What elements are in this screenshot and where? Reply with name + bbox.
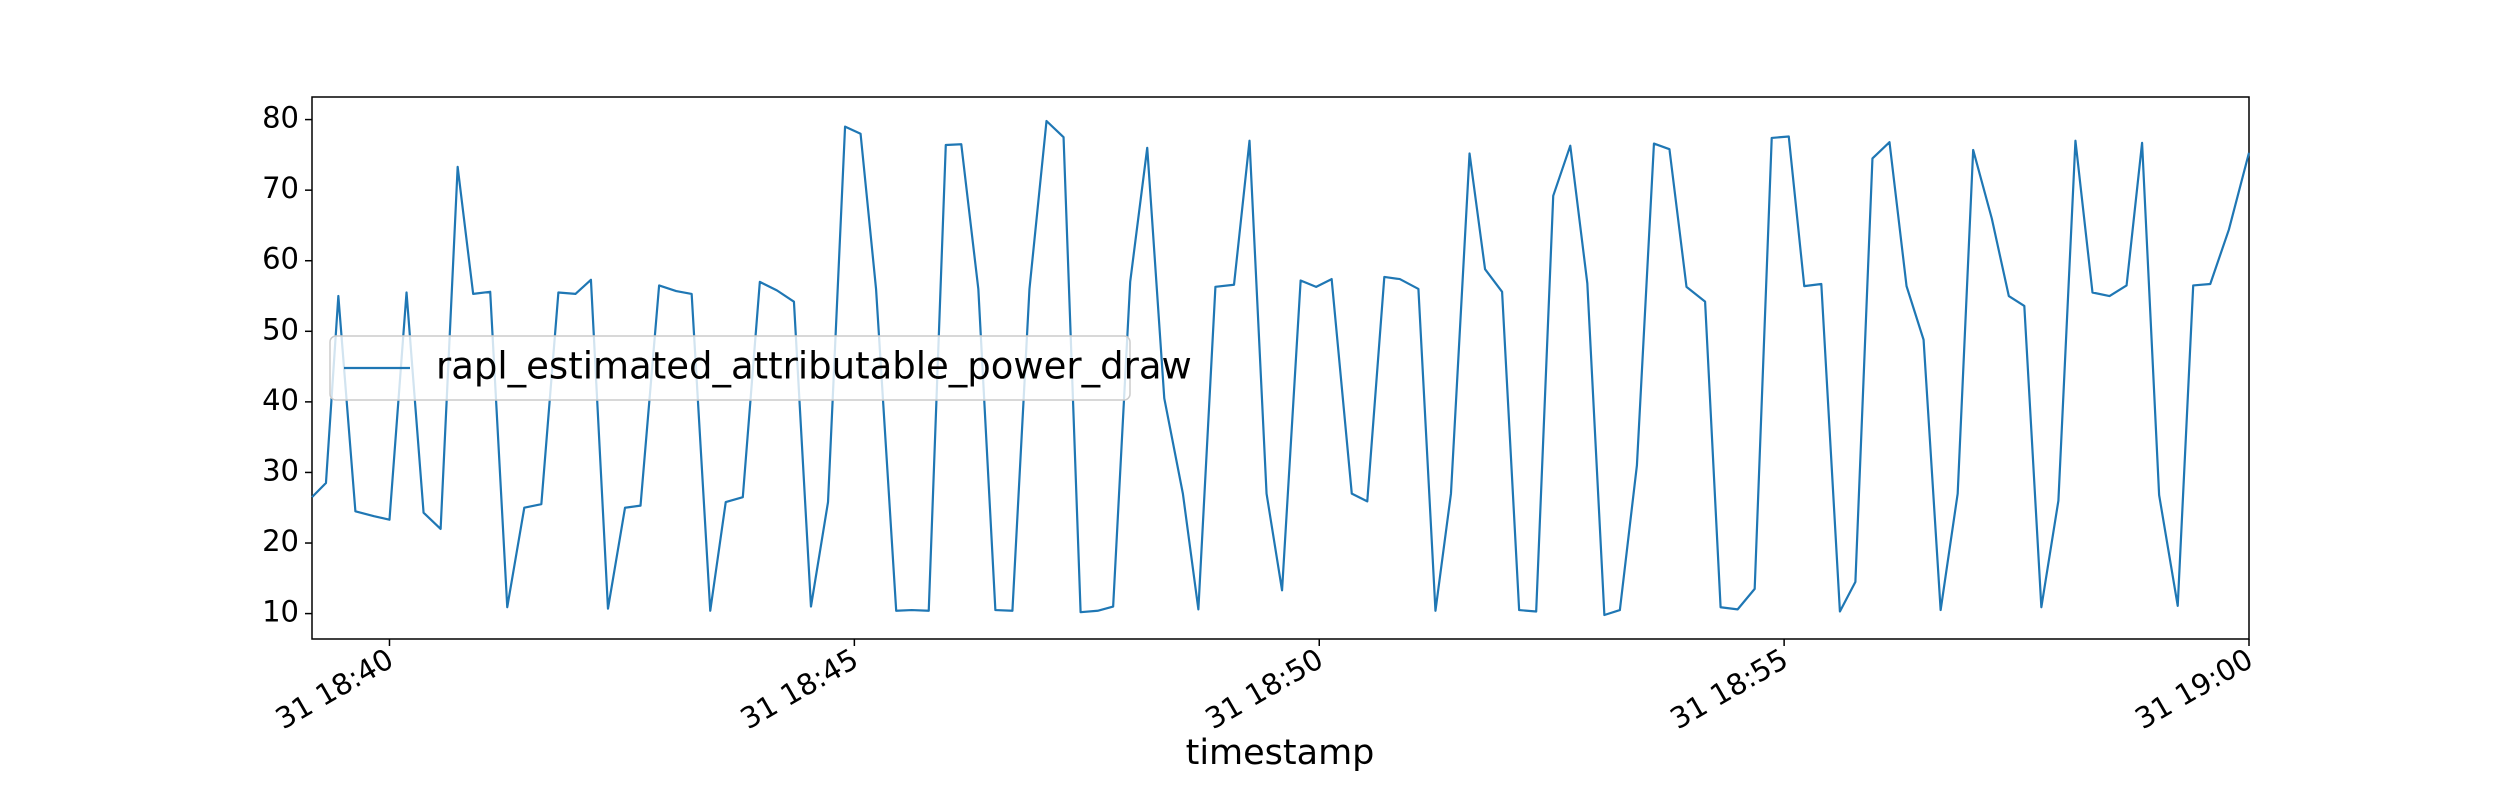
legend-box: [329, 335, 1131, 401]
x-tick-label: 31 18:45: [735, 642, 864, 736]
x-tick-label: 31 19:00: [2129, 642, 2258, 736]
x-tick-label: 31 18:55: [1664, 642, 1793, 736]
y-tick-label: 40: [262, 383, 299, 417]
y-tick-label: 70: [262, 171, 299, 205]
x-axis-label: timestamp: [1186, 733, 1375, 773]
x-tick-label: 31 18:50: [1199, 642, 1328, 736]
series-line: [311, 119, 2251, 617]
y-tick-label: 80: [262, 101, 299, 135]
y-tick-label: 50: [262, 312, 299, 346]
y-tick-label: 60: [262, 242, 299, 276]
plot-frame: [311, 96, 2250, 640]
y-tick-label: 10: [262, 595, 299, 629]
x-tick-label: 31 18:40: [270, 642, 399, 736]
y-tick-label: 20: [262, 524, 299, 558]
legend-label: rapl_estimated_attributable_power_draw: [436, 345, 1192, 388]
y-tick-label: 30: [262, 453, 299, 487]
